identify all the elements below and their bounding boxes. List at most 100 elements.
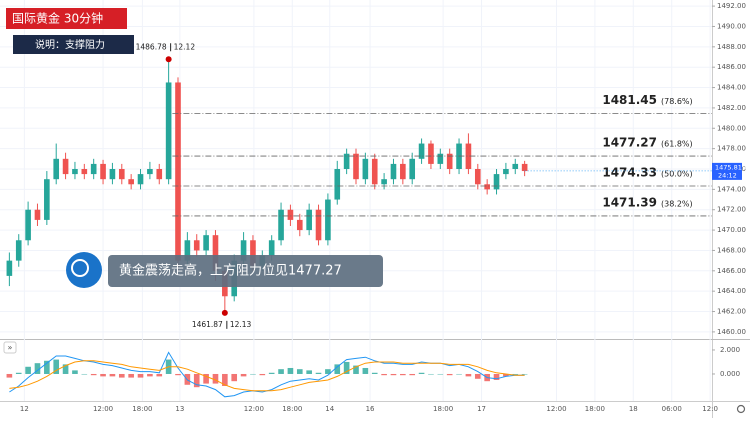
macd-histogram-bar bbox=[278, 369, 284, 374]
candle-body bbox=[128, 179, 134, 185]
macd-histogram-bar bbox=[381, 373, 387, 376]
candle-body bbox=[521, 163, 528, 172]
y-tick-label: 1468.00 bbox=[717, 246, 746, 254]
candle-body bbox=[240, 240, 247, 261]
candle-body bbox=[512, 163, 519, 169]
y2-tick-label: 2.000 bbox=[720, 346, 740, 354]
y-tick-label: 1478.00 bbox=[717, 145, 746, 153]
candle-body bbox=[175, 82, 181, 261]
candle-body bbox=[381, 179, 387, 185]
macd-histogram-bar bbox=[512, 373, 519, 375]
callout-box bbox=[108, 255, 383, 287]
x-tick-label: 12:0 bbox=[702, 405, 718, 413]
y-tick-label: 1484.00 bbox=[717, 84, 746, 92]
y-tick-label: 1490.00 bbox=[717, 22, 746, 30]
y-tick-label: 1464.00 bbox=[717, 287, 746, 295]
macd-histogram-bar bbox=[34, 363, 41, 374]
macd-histogram-bar bbox=[250, 373, 256, 375]
macd-histogram-bar bbox=[353, 365, 359, 374]
macd-histogram-bar bbox=[456, 373, 462, 375]
macd-histogram-bar bbox=[175, 373, 181, 376]
macd-histogram-bar bbox=[503, 373, 509, 377]
macd-histogram-bar bbox=[25, 366, 31, 374]
y-tick-label: 1474.00 bbox=[717, 185, 746, 193]
candle-body bbox=[353, 153, 359, 180]
macd-histogram-bar bbox=[240, 373, 247, 377]
candle-body bbox=[306, 209, 312, 231]
macd-histogram-bar bbox=[287, 367, 294, 374]
x-tick-label: 12 bbox=[20, 405, 29, 413]
candle-body bbox=[474, 169, 481, 185]
signal-line bbox=[9, 360, 525, 392]
x-tick-label: 12:00 bbox=[93, 405, 113, 413]
macd-histogram-bar bbox=[259, 373, 266, 376]
macd-histogram-bar bbox=[474, 373, 481, 379]
macd-histogram-bar bbox=[72, 370, 78, 374]
macd-histogram-bar bbox=[62, 364, 69, 374]
macd-histogram-bar bbox=[493, 373, 500, 380]
x-tick-label: 18:00 bbox=[282, 405, 302, 413]
point-date: 12.13 bbox=[230, 320, 252, 329]
note-badge bbox=[13, 35, 134, 54]
macd-histogram-bar bbox=[90, 373, 97, 376]
y-tick-label: 1482.00 bbox=[717, 104, 746, 112]
macd-histogram-bar bbox=[268, 372, 275, 374]
macd-histogram-bar bbox=[137, 373, 144, 378]
candle-body bbox=[81, 169, 88, 175]
candle-body bbox=[193, 240, 200, 251]
fib-price: 1471.39 bbox=[602, 195, 657, 209]
x-tick-label: 13 bbox=[175, 405, 184, 413]
fib-ratio: (38.2%) bbox=[661, 199, 693, 208]
candle-body bbox=[147, 169, 153, 175]
candle-body bbox=[465, 143, 472, 169]
y2-tick-label: 0.000 bbox=[720, 370, 740, 378]
candle-body bbox=[156, 169, 163, 180]
candle-body bbox=[34, 209, 41, 220]
title-badge bbox=[6, 8, 127, 29]
macd-histogram-bar bbox=[100, 373, 106, 377]
macd-histogram-bar bbox=[147, 373, 153, 377]
fib-price: 1474.33 bbox=[602, 166, 657, 180]
candle-body bbox=[428, 143, 434, 164]
candle-body bbox=[278, 209, 284, 241]
x-tick-label: 18:00 bbox=[585, 405, 605, 413]
macd-histogram-bar bbox=[521, 373, 528, 375]
fib-price: 1481.45 bbox=[602, 93, 657, 107]
candle-body bbox=[203, 235, 209, 251]
candle-body bbox=[418, 143, 425, 159]
candle-body bbox=[315, 209, 322, 241]
macd-histogram-bar bbox=[315, 372, 322, 374]
candle-body bbox=[165, 82, 172, 180]
macd-histogram-bar bbox=[212, 373, 219, 384]
macd-histogram-bar bbox=[118, 373, 125, 378]
macd-histogram-bar bbox=[409, 373, 416, 376]
x-tick-label: 12:00 bbox=[546, 405, 566, 413]
x-tick-label: 14 bbox=[325, 405, 334, 413]
macd-histogram-bar bbox=[306, 370, 312, 374]
settings-button[interactable] bbox=[736, 404, 746, 414]
macd-histogram-bar bbox=[428, 373, 434, 375]
candle-body bbox=[15, 240, 22, 261]
y-tick-label: 1480.00 bbox=[717, 124, 746, 132]
macd-histogram-bar bbox=[390, 373, 397, 376]
candle-body bbox=[362, 158, 369, 180]
point-price: 1486.78 bbox=[136, 42, 167, 51]
y-tick-label: 1466.00 bbox=[717, 267, 746, 275]
title: 国际黄金 30分钟 bbox=[12, 11, 103, 26]
candle-body bbox=[268, 240, 275, 256]
candle-body bbox=[390, 163, 397, 180]
last-price: 1475.815 bbox=[715, 163, 746, 171]
macd-histogram-bar bbox=[222, 373, 228, 386]
collapse-button[interactable] bbox=[3, 341, 17, 354]
candle-body bbox=[118, 169, 125, 180]
high-point-marker bbox=[165, 56, 172, 63]
candle-body bbox=[137, 174, 144, 185]
macd-histogram-bar bbox=[362, 367, 369, 374]
macd-histogram-bar bbox=[128, 373, 134, 378]
last-price-badge bbox=[712, 162, 742, 180]
x-tick-label: 06:00 bbox=[662, 405, 682, 413]
fib-price: 1477.27 bbox=[602, 136, 657, 150]
x-tick-label: 18 bbox=[629, 405, 638, 413]
x-tick-label: 18:00 bbox=[132, 405, 152, 413]
